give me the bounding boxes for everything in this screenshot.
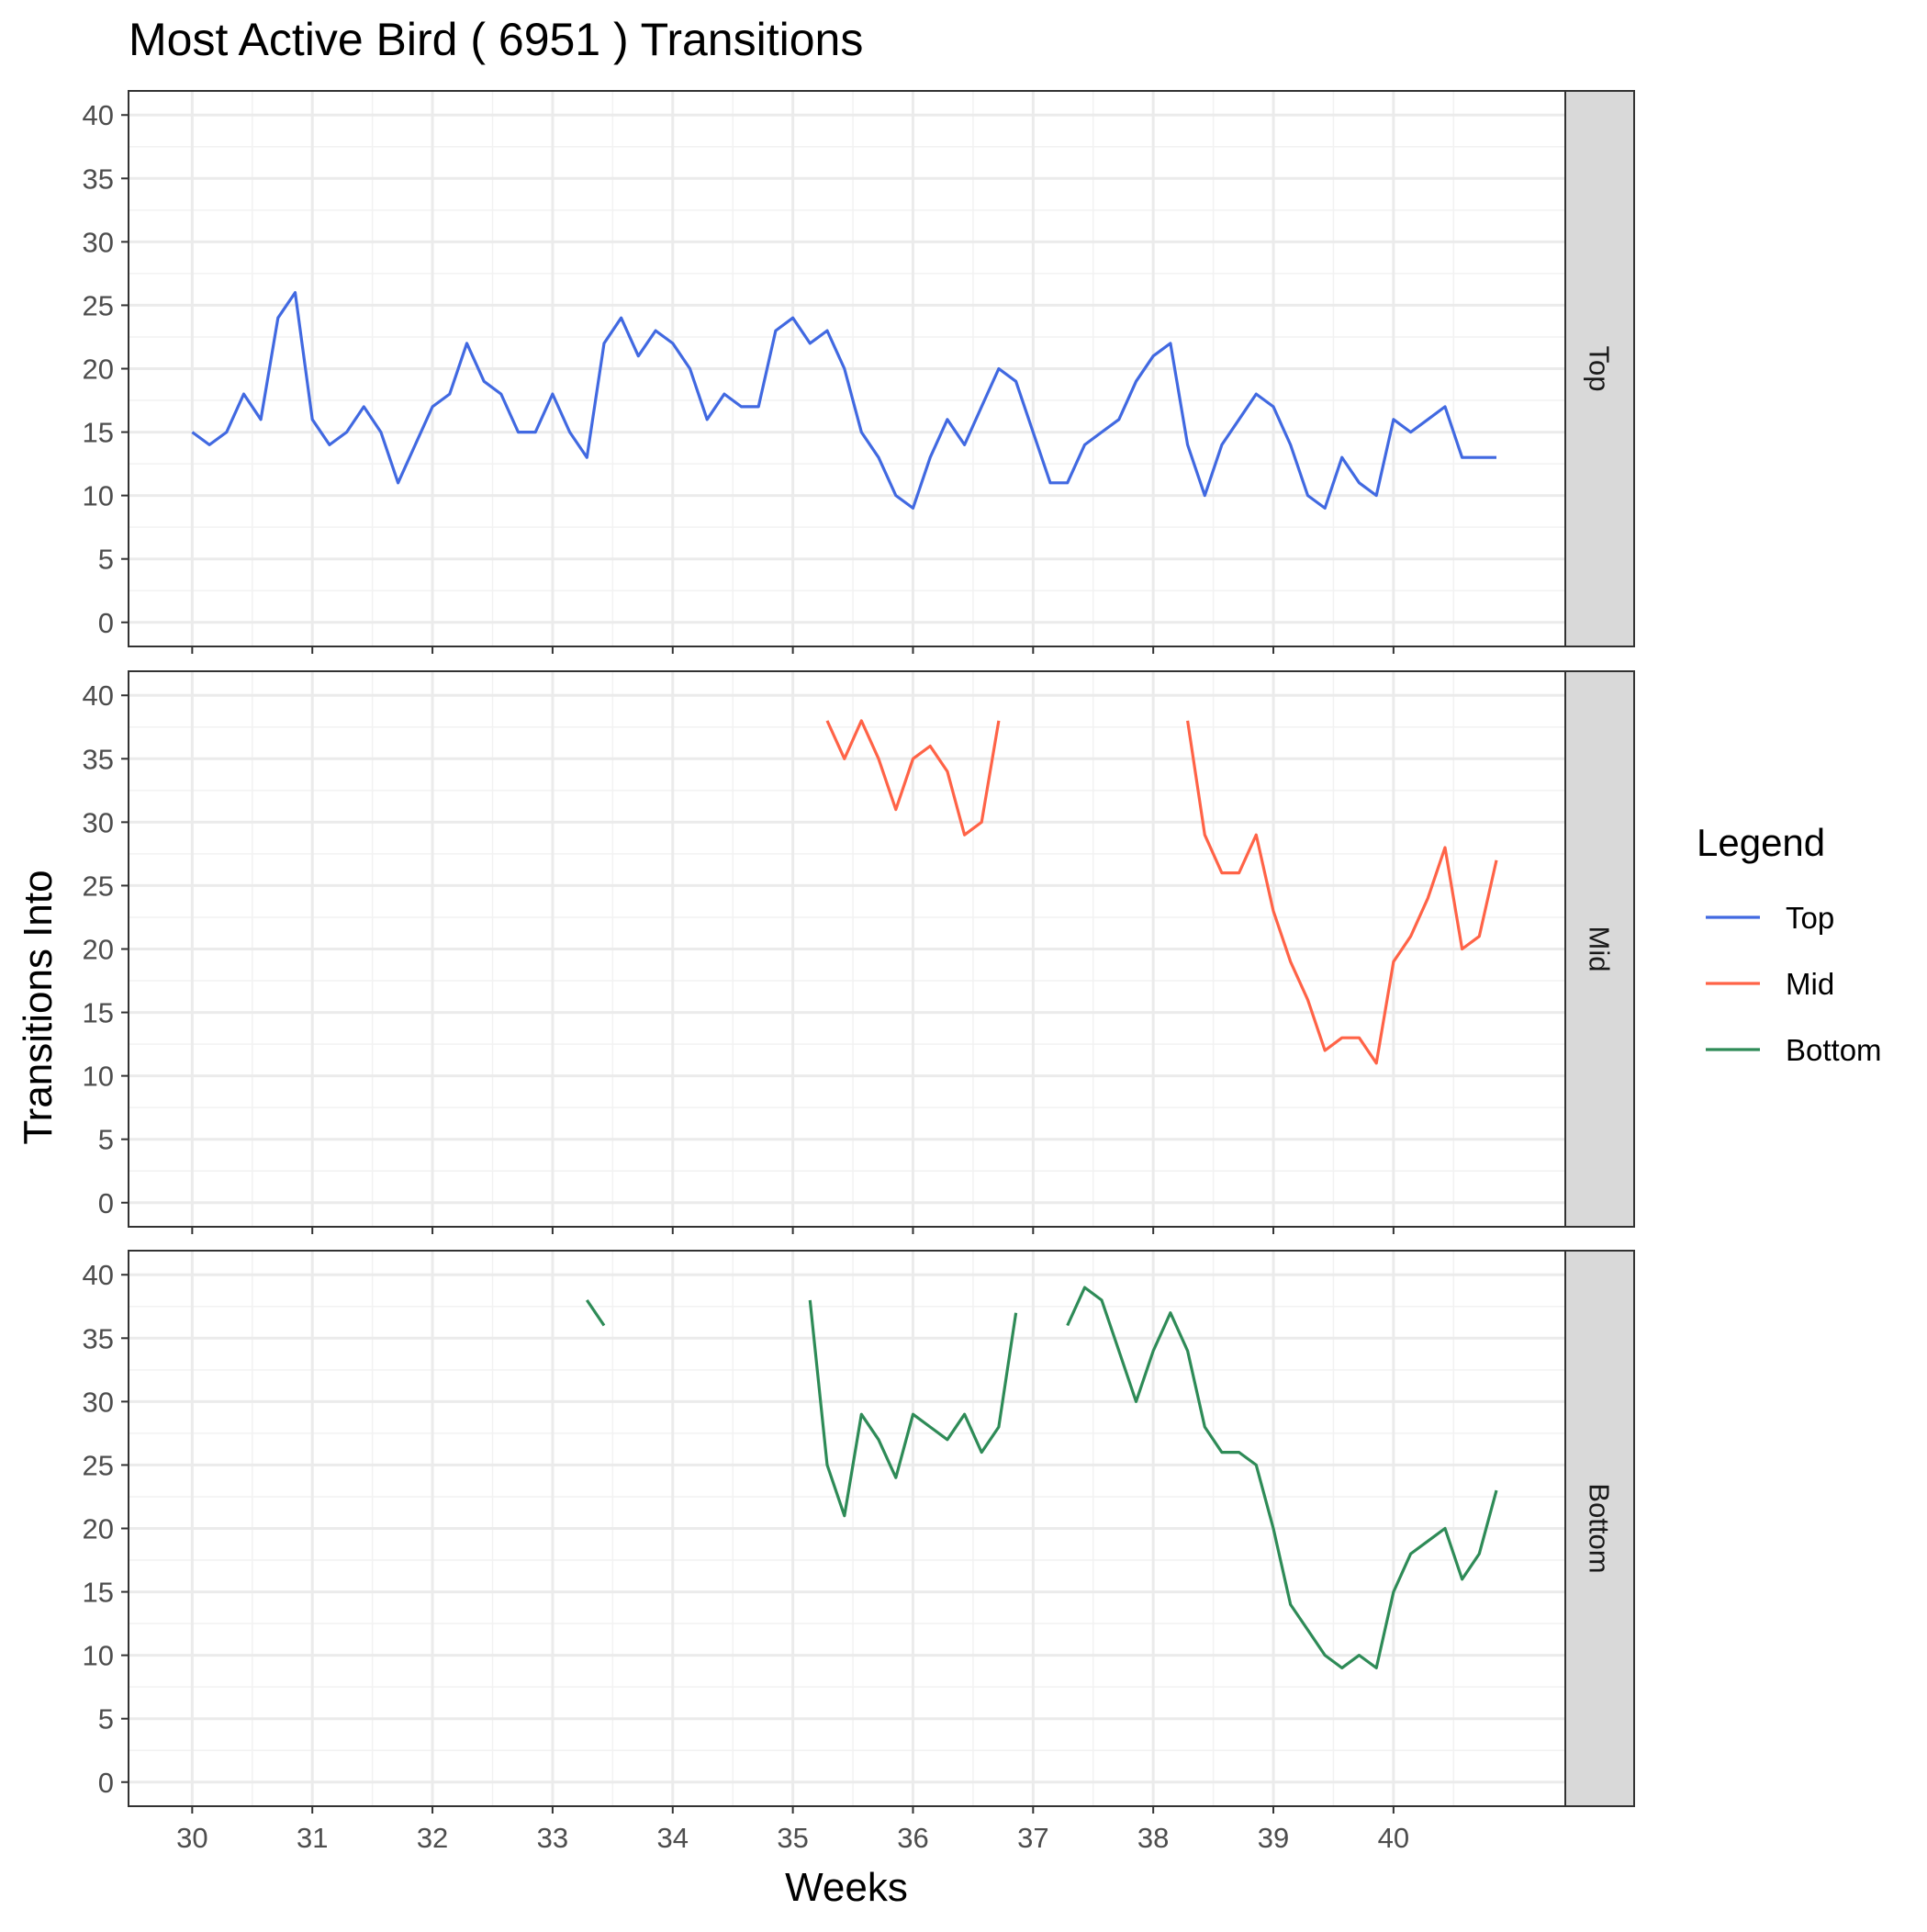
facet-strip-label: Mid xyxy=(1584,927,1616,972)
x-tick-label: 33 xyxy=(537,1822,568,1854)
y-tick-label: 5 xyxy=(98,1124,114,1156)
series-line-bottom-segment-2 xyxy=(808,1299,1018,1518)
y-tick-label: 5 xyxy=(98,1703,114,1735)
y-tick-label: 30 xyxy=(83,226,114,258)
x-tick-label: 34 xyxy=(657,1822,689,1854)
legend-item-bottom: Bottom xyxy=(1706,1033,1882,1067)
legend-item-top: Top xyxy=(1706,901,1834,935)
x-tick-label: 30 xyxy=(176,1822,207,1854)
x-tick-label: 35 xyxy=(777,1822,808,1854)
facet-panel-mid: 0 5 10 15 20 25 30 35 40 Mid xyxy=(83,670,1635,1234)
facet-strip xyxy=(1564,90,1635,647)
facet-strip-label: Bottom xyxy=(1584,1483,1616,1573)
y-tick-label: 20 xyxy=(83,354,114,386)
y-tick-label: 20 xyxy=(83,934,114,966)
y-tick-label: 35 xyxy=(83,1322,114,1354)
y-tick-label: 30 xyxy=(83,1386,114,1418)
legend-label: Top xyxy=(1786,901,1834,935)
y-tick-label: 35 xyxy=(83,163,114,195)
legend: Legend Top Mid Bottom xyxy=(1697,821,1882,1067)
y-tick-label: 15 xyxy=(83,997,114,1029)
x-tick-label: 38 xyxy=(1137,1822,1169,1854)
x-tick-label: 31 xyxy=(297,1822,328,1854)
facet-panels: 0 5 10 15 20 25 30 35 40 Top 0 5 10 15 20 25 30 35 40 Mid 0 5… xyxy=(83,90,1635,1854)
x-tick-label: 36 xyxy=(897,1822,928,1854)
y-tick-label: 10 xyxy=(83,1640,114,1672)
y-tick-label: 40 xyxy=(83,680,114,712)
y-tick-label: 15 xyxy=(83,417,114,449)
y-tick-label: 25 xyxy=(83,870,114,902)
y-tick-label: 40 xyxy=(83,1259,114,1291)
x-tick-label: 32 xyxy=(417,1822,448,1854)
y-tick-label: 40 xyxy=(83,99,114,131)
series-line-bottom-segment-1 xyxy=(585,1299,606,1327)
y-tick-label: 20 xyxy=(83,1513,114,1545)
facet-strip-label: Top xyxy=(1584,346,1616,392)
x-tick-label: 37 xyxy=(1017,1822,1048,1854)
y-tick-label: 30 xyxy=(83,806,114,838)
facet-strip xyxy=(1564,670,1635,1228)
legend-label: Mid xyxy=(1786,967,1834,1001)
series-line-mid-segment-2 xyxy=(1186,720,1498,1065)
facet-panel-bottom: 0 5 10 15 20 25 30 35 40 Bottom xyxy=(83,1250,1635,1814)
legend-title: Legend xyxy=(1697,821,1825,864)
y-tick-label: 25 xyxy=(83,289,114,321)
y-axis-label: Transitions Into xyxy=(16,870,61,1144)
series-line-bottom-segment-3 xyxy=(1066,1286,1498,1670)
y-tick-label: 5 xyxy=(98,544,114,576)
chart-title: Most Active Bird ( 6951 ) Transitions xyxy=(129,14,863,65)
x-tick-label: 39 xyxy=(1258,1822,1289,1854)
y-tick-label: 10 xyxy=(83,480,114,512)
y-tick-label: 0 xyxy=(98,607,114,639)
y-tick-label: 25 xyxy=(83,1449,114,1481)
y-tick-label: 0 xyxy=(98,1767,114,1799)
legend-label: Bottom xyxy=(1786,1033,1882,1067)
series-line-top-segment-1 xyxy=(191,291,1496,511)
legend-item-mid: Mid xyxy=(1706,967,1834,1001)
series-line-mid-segment-1 xyxy=(825,719,1001,837)
facet-panel-top: 0 5 10 15 20 25 30 35 40 Top xyxy=(83,90,1635,654)
y-tick-label: 0 xyxy=(98,1187,114,1219)
y-tick-label: 15 xyxy=(83,1577,114,1609)
y-tick-label: 10 xyxy=(83,1061,114,1093)
x-tick-label: 40 xyxy=(1378,1822,1409,1854)
y-tick-label: 35 xyxy=(83,743,114,775)
facet-strip xyxy=(1564,1250,1635,1807)
x-axis-label: Weeks xyxy=(785,1865,908,1910)
